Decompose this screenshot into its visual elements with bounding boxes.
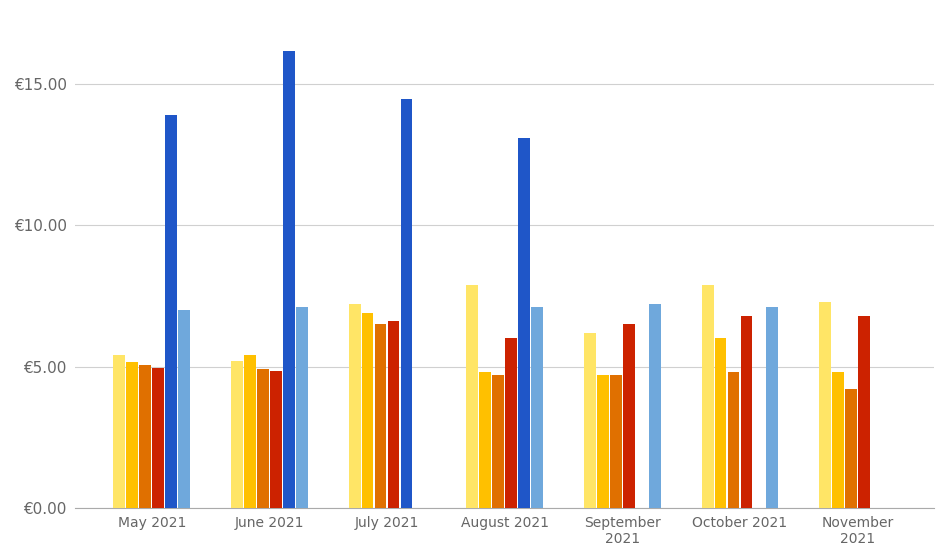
Bar xyxy=(349,305,360,507)
Bar xyxy=(702,284,714,507)
Bar xyxy=(374,324,387,507)
Bar xyxy=(715,338,726,507)
Bar xyxy=(492,375,504,507)
Bar xyxy=(728,372,739,507)
Bar xyxy=(296,307,307,507)
Bar xyxy=(178,310,190,507)
Bar xyxy=(832,372,844,507)
Bar xyxy=(401,99,412,507)
Bar xyxy=(766,307,778,507)
Bar xyxy=(648,305,661,507)
Bar xyxy=(362,313,374,507)
Bar xyxy=(519,138,530,507)
Bar xyxy=(139,365,151,507)
Bar xyxy=(257,370,269,507)
Bar xyxy=(165,115,177,507)
Bar xyxy=(610,375,622,507)
Bar xyxy=(270,371,282,507)
Bar xyxy=(283,50,295,507)
Bar xyxy=(623,324,634,507)
Bar xyxy=(388,321,399,507)
Bar xyxy=(114,355,125,507)
Bar xyxy=(819,302,831,507)
Bar xyxy=(231,361,243,507)
Bar xyxy=(480,372,491,507)
Bar xyxy=(531,307,543,507)
Bar xyxy=(126,362,138,507)
Bar xyxy=(846,389,857,507)
Bar xyxy=(244,355,256,507)
Bar xyxy=(153,368,164,507)
Bar xyxy=(597,375,609,507)
Bar xyxy=(466,284,478,507)
Bar xyxy=(740,316,753,507)
Bar xyxy=(505,338,517,507)
Bar xyxy=(858,316,870,507)
Bar xyxy=(584,333,596,507)
